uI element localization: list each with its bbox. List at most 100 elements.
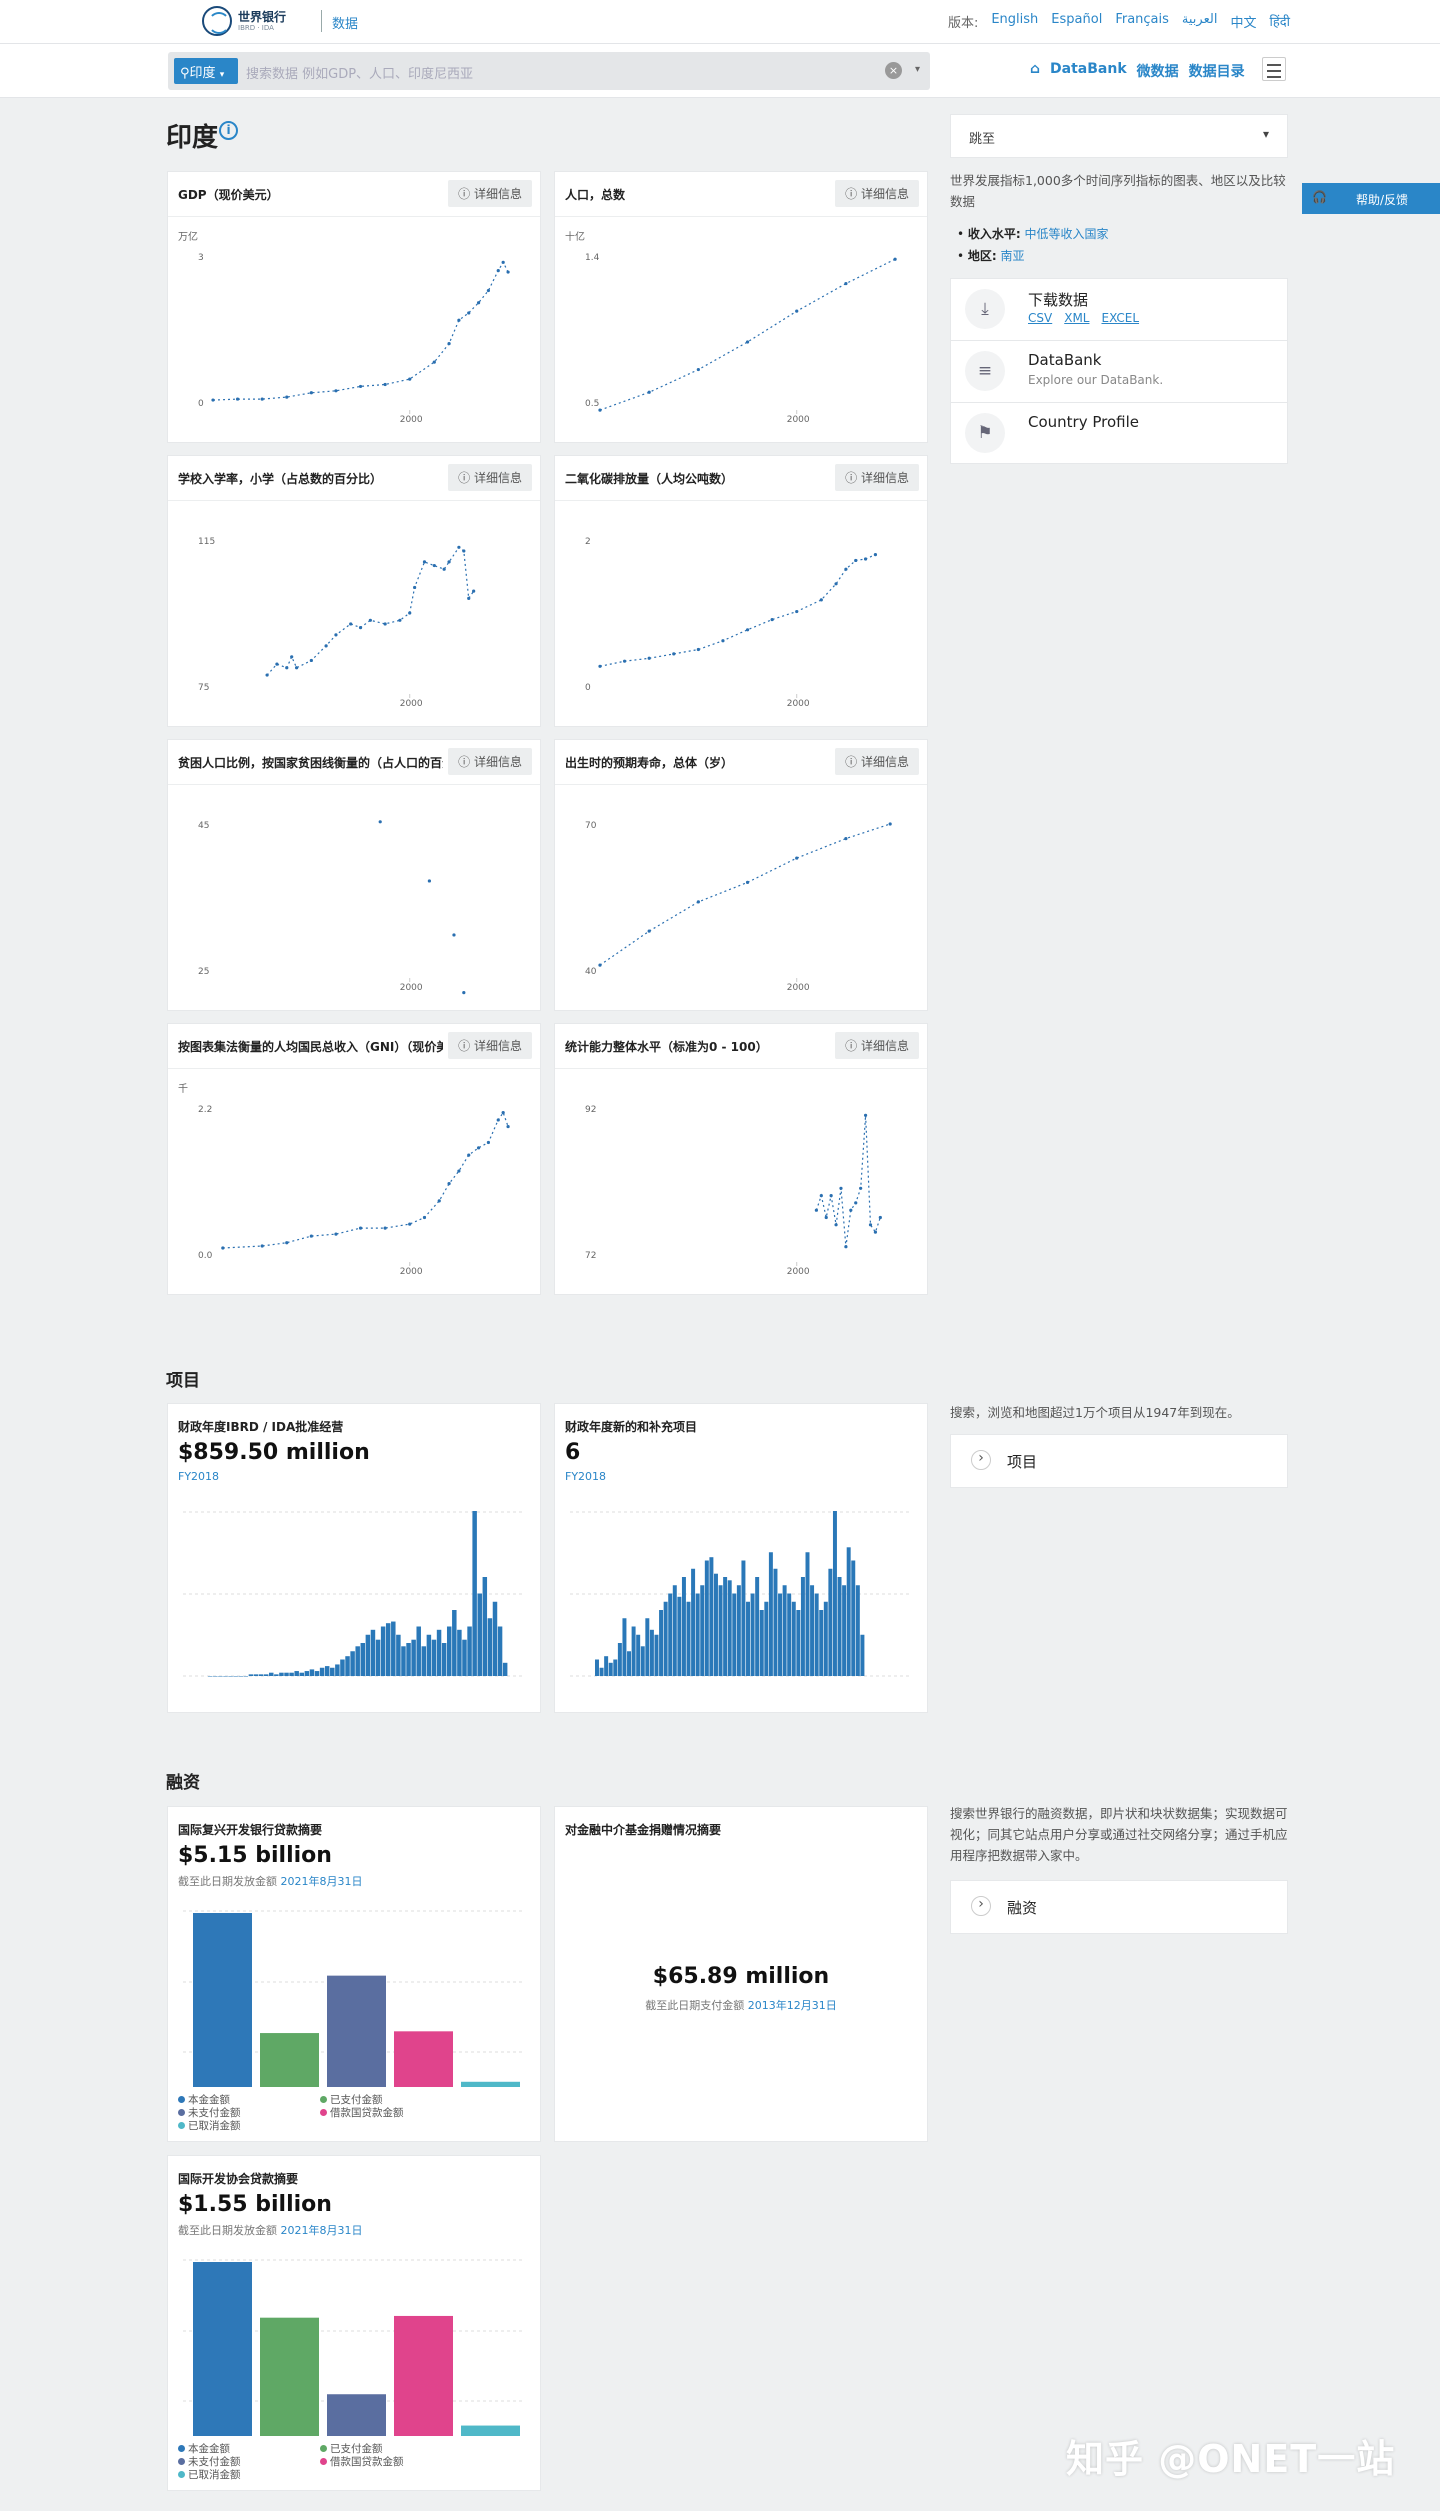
jump-to-select[interactable]: 跳至 (950, 114, 1288, 158)
data-link[interactable]: 数据 (332, 17, 359, 32)
legend-item: 未支付金额 (178, 2456, 318, 2469)
data-point (888, 822, 892, 826)
data-point (745, 628, 750, 632)
clear-icon[interactable]: × (885, 62, 902, 79)
region-link[interactable]: 南亚 (1000, 249, 1025, 263)
bar (279, 1672, 284, 1676)
details-button[interactable]: 详细信息 (448, 180, 532, 207)
details-button[interactable]: 详细信息 (835, 748, 919, 775)
flag-icon: ⚑ (965, 413, 1005, 453)
income-link[interactable]: 中低等收入国家 (1024, 227, 1109, 241)
bar (741, 1560, 746, 1676)
data-point (408, 611, 412, 615)
bar (773, 1568, 778, 1676)
details-button[interactable]: 详细信息 (835, 1032, 919, 1059)
lang-english[interactable]: English (991, 12, 1039, 27)
lang-chinese[interactable]: 中文 (1230, 16, 1257, 31)
lang-french[interactable]: Français (1115, 12, 1169, 27)
bar (713, 1573, 718, 1676)
finance-link[interactable]: 融资 (950, 1880, 1288, 1934)
download-xml[interactable]: XML (1064, 311, 1090, 325)
bar (380, 1626, 386, 1676)
home-icon[interactable]: ⌂ (1030, 61, 1041, 77)
bar (436, 1629, 442, 1676)
bar (294, 1671, 299, 1676)
y-tick-bottom: 25 (198, 967, 209, 977)
details-button[interactable]: 详细信息 (835, 464, 919, 491)
bar (691, 1568, 696, 1676)
data-point (447, 560, 451, 564)
data-point (457, 1169, 461, 1173)
data-point (506, 270, 510, 274)
finance-sub-date: 2013年12月31日 (747, 1999, 837, 2012)
legend-dot (178, 2458, 185, 2465)
legend-dot (178, 2096, 185, 2103)
chevron-down-icon[interactable]: ▾ (914, 64, 920, 75)
lang-hindi[interactable]: हिंदी (1269, 15, 1290, 30)
world-bank-logo[interactable]: 世界银行 IBRD · IDA (202, 6, 286, 36)
lang-spanish[interactable]: Español (1051, 12, 1103, 27)
card-divider (168, 784, 540, 785)
bar (467, 1626, 472, 1676)
indicator-chart: 92 72 2000 (585, 1105, 882, 1277)
y-tick-top: 2.2 (198, 1105, 212, 1115)
search-box[interactable]: ⚲印度 ▾ 搜索数据 例如GDP、人口、印度尼西亚 × ▾ (168, 52, 930, 90)
help-feedback-button[interactable]: 帮助/反馈 (1302, 183, 1440, 214)
bar (228, 1676, 233, 1677)
projects-link[interactable]: 项目 (950, 1434, 1288, 1488)
y-tick-bottom: 75 (198, 683, 209, 693)
info-icon[interactable]: i (219, 121, 238, 140)
country-profile-row[interactable]: ⚑ Country Profile (951, 403, 1287, 465)
y-tick-bottom: 0.5 (585, 399, 599, 409)
download-excel[interactable]: EXCEL (1101, 311, 1140, 325)
region-label: 地区: (967, 249, 997, 263)
databank-row[interactable]: ≡ DataBank Explore our DataBank. (951, 341, 1287, 403)
sidebar-description: 世界发展指标1,000多个时间序列指标的图表、地区以及比较数据 (950, 173, 1286, 209)
download-csv[interactable]: CSV (1028, 311, 1053, 325)
data-point (309, 391, 313, 395)
project-title: 财政年度新的和补充项目 (565, 1420, 698, 1434)
legend-dot (178, 2445, 185, 2452)
country-chip[interactable]: ⚲印度 ▾ (174, 58, 238, 84)
indicator-chart: 70 40 2000 (585, 821, 892, 993)
legend-dot (320, 2096, 327, 2103)
bar (477, 1593, 482, 1676)
data-point (398, 618, 402, 622)
country-profile-title[interactable]: Country Profile (1028, 413, 1139, 431)
bar (855, 1585, 860, 1676)
databank-title[interactable]: DataBank (1028, 351, 1102, 369)
bar (238, 1676, 243, 1677)
bar (327, 1975, 386, 2087)
bar (599, 1667, 604, 1676)
y-tick-top: 3 (198, 253, 204, 263)
bar (218, 1676, 223, 1677)
data-point (849, 1208, 853, 1212)
details-button[interactable]: 详细信息 (448, 748, 532, 775)
legend-column: 已支付金额 借款国贷款金额 (320, 2094, 460, 2120)
legend-dot (320, 2109, 327, 2116)
lang-arabic[interactable]: العربية (1181, 12, 1218, 27)
nav-catalog[interactable]: 数据目录 (1188, 64, 1245, 80)
details-button[interactable]: 详细信息 (448, 464, 532, 491)
project-year: FY2018 (565, 1470, 607, 1483)
nav-microdata[interactable]: 微数据 (1136, 64, 1179, 80)
bar (426, 1634, 432, 1676)
legend-label: 本金金额 (188, 2094, 230, 2106)
nav-databank[interactable]: DataBank (1050, 61, 1127, 77)
finance-bar-chart (183, 1910, 523, 2087)
data-point (447, 1182, 451, 1186)
finance-title: 国际复兴开发银行贷款摘要 (178, 1823, 323, 1837)
hamburger-menu-icon[interactable] (1262, 57, 1286, 81)
y-tick-top: 1.4 (585, 253, 600, 263)
indicator-card: 学校入学率，小学（占总数的百分比） 详细信息 115 75 2000 (167, 455, 541, 727)
bar (411, 1639, 416, 1676)
x-tick: 2000 (400, 983, 423, 993)
bar (759, 1610, 764, 1676)
y-tick-top: 70 (585, 821, 597, 831)
search-input[interactable]: 搜索数据 例如GDP、人口、印度尼西亚 (246, 67, 474, 82)
bar (608, 1662, 613, 1676)
details-button[interactable]: 详细信息 (835, 180, 919, 207)
indicator-card: 统计能力整体水平（标准为0 - 100） 详细信息 92 72 2000 (554, 1023, 928, 1295)
details-button[interactable]: 详细信息 (448, 1032, 532, 1059)
